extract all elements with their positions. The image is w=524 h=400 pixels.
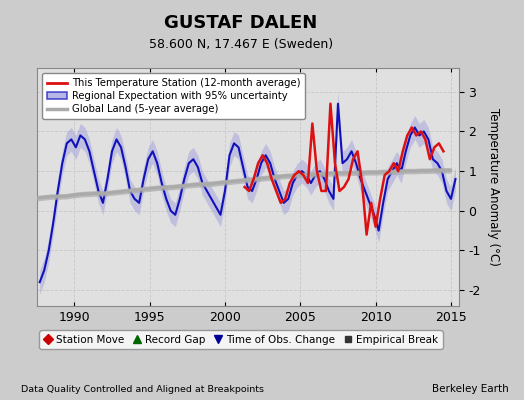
Legend: Station Move, Record Gap, Time of Obs. Change, Empirical Break: Station Move, Record Gap, Time of Obs. C… <box>39 330 443 349</box>
Text: Data Quality Controlled and Aligned at Breakpoints: Data Quality Controlled and Aligned at B… <box>21 385 264 394</box>
Text: Berkeley Earth: Berkeley Earth <box>432 384 508 394</box>
Text: 58.600 N, 17.467 E (Sweden): 58.600 N, 17.467 E (Sweden) <box>149 38 333 51</box>
Y-axis label: Temperature Anomaly (°C): Temperature Anomaly (°C) <box>487 108 500 266</box>
Text: GUSTAF DALEN: GUSTAF DALEN <box>165 14 318 32</box>
Legend: This Temperature Station (12-month average), Regional Expectation with 95% uncer: This Temperature Station (12-month avera… <box>42 73 305 119</box>
